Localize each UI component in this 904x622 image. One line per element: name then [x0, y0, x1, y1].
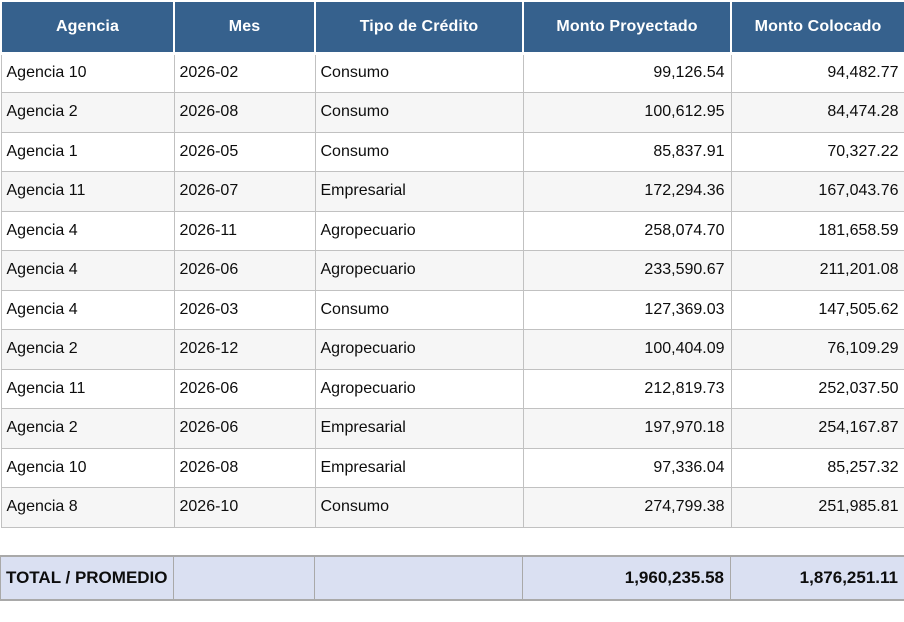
- header-row: Agencia Mes Tipo de Crédito Monto Proyec…: [0, 0, 904, 55]
- cell-monto-proyectado: 197,970.18: [522, 408, 732, 449]
- cell-monto-proyectado: 97,336.04: [522, 447, 732, 488]
- cell-monto-proyectado: 100,612.95: [522, 92, 732, 133]
- table-row: Agencia 4 2026-03 Consumo 127,369.03 147,505…: [0, 289, 904, 330]
- table-row: Agencia 4 2026-06 Agropecuario 233,590.67 21…: [0, 250, 904, 291]
- table-row: Agencia 10 2026-02 Consumo 99,126.54 94,482.…: [0, 52, 904, 93]
- cell-monto-colocado: 94,482.77: [730, 52, 904, 93]
- cell-mes: 2026-08: [173, 92, 316, 133]
- cell-monto-proyectado: 85,837.91: [522, 131, 732, 172]
- cell-monto-colocado: 181,658.59: [730, 210, 904, 251]
- cell-mes: 2026-06: [173, 368, 316, 409]
- cell-agencia: Agencia 4: [0, 250, 175, 291]
- table-row: Agencia 2 2026-12 Agropecuario 100,404.09 76…: [0, 329, 904, 370]
- cell-tipo-de-credito: Agropecuario: [314, 250, 524, 291]
- summary-empty-tipo: [314, 554, 523, 601]
- cell-monto-proyectado: 212,819.73: [522, 368, 732, 409]
- cell-mes: 2026-11: [173, 210, 316, 251]
- cell-agencia: Agencia 2: [0, 92, 175, 133]
- cell-mes: 2026-12: [173, 329, 316, 370]
- cell-agencia: Agencia 8: [0, 487, 175, 528]
- summary-row: TOTAL / PROMEDIO 1,960,235.58 1,876,251.…: [0, 554, 904, 601]
- credit-table: Agencia Mes Tipo de Crédito Monto Proyec…: [0, 0, 904, 528]
- cell-monto-proyectado: 127,369.03: [522, 289, 732, 330]
- cell-monto-colocado: 84,474.28: [730, 92, 904, 133]
- cell-monto-colocado: 211,201.08: [730, 250, 904, 291]
- table-row: Agencia 4 2026-11 Agropecuario 258,074.70 18…: [0, 210, 904, 251]
- col-header-monto-proyectado: Monto Proyectado: [522, 0, 732, 55]
- cell-mes: 2026-06: [173, 250, 316, 291]
- cell-mes: 2026-08: [173, 447, 316, 488]
- cell-agencia: Agencia 2: [0, 329, 175, 370]
- table-row: Agencia 11 2026-07 Empresarial 172,294.36 16…: [0, 171, 904, 212]
- summary-monto-colocado: 1,876,251.11: [730, 554, 904, 601]
- cell-monto-proyectado: 274,799.38: [522, 487, 732, 528]
- cell-monto-colocado: 70,327.22: [730, 131, 904, 172]
- cell-agencia: Agencia 11: [0, 368, 175, 409]
- summary-table: TOTAL / PROMEDIO 1,960,235.58 1,876,251.…: [0, 554, 904, 601]
- cell-agencia: Agencia 10: [0, 447, 175, 488]
- cell-monto-colocado: 252,037.50: [730, 368, 904, 409]
- table-body: Agencia 10 2026-02 Consumo 99,126.54 94,482.…: [0, 52, 904, 528]
- cell-tipo-de-credito: Agropecuario: [314, 368, 524, 409]
- cell-agencia: Agencia 2: [0, 408, 175, 449]
- cell-agencia: Agencia 4: [0, 210, 175, 251]
- cell-tipo-de-credito: Consumo: [314, 52, 524, 93]
- cell-tipo-de-credito: Agropecuario: [314, 210, 524, 251]
- cell-mes: 2026-02: [173, 52, 316, 93]
- cell-mes: 2026-03: [173, 289, 316, 330]
- cell-mes: 2026-06: [173, 408, 316, 449]
- cell-tipo-de-credito: Empresarial: [314, 408, 524, 449]
- col-header-mes: Mes: [173, 0, 316, 55]
- summary-empty-mes: [173, 554, 315, 601]
- cell-tipo-de-credito: Consumo: [314, 92, 524, 133]
- table-row: Agencia 10 2026-08 Empresarial 97,336.04 85,…: [0, 447, 904, 488]
- table-row: Agencia 1 2026-05 Consumo 85,837.91 70,327.2…: [0, 131, 904, 172]
- cell-monto-colocado: 76,109.29: [730, 329, 904, 370]
- cell-monto-colocado: 167,043.76: [730, 171, 904, 212]
- cell-agencia: Agencia 1: [0, 131, 175, 172]
- cell-tipo-de-credito: Consumo: [314, 487, 524, 528]
- table-row: Agencia 2 2026-06 Empresarial 197,970.18 254…: [0, 408, 904, 449]
- cell-mes: 2026-10: [173, 487, 316, 528]
- cell-agencia: Agencia 11: [0, 171, 175, 212]
- cell-monto-colocado: 85,257.32: [730, 447, 904, 488]
- cell-monto-proyectado: 100,404.09: [522, 329, 732, 370]
- cell-tipo-de-credito: Agropecuario: [314, 329, 524, 370]
- cell-agencia: Agencia 4: [0, 289, 175, 330]
- summary-label: TOTAL / PROMEDIO: [0, 554, 174, 601]
- cell-mes: 2026-05: [173, 131, 316, 172]
- cell-monto-proyectado: 258,074.70: [522, 210, 732, 251]
- col-header-agencia: Agencia: [0, 0, 175, 55]
- col-header-monto-colocado: Monto Colocado: [730, 0, 904, 55]
- cell-monto-proyectado: 233,590.67: [522, 250, 732, 291]
- summary-monto-proyectado: 1,960,235.58: [522, 554, 731, 601]
- cell-tipo-de-credito: Consumo: [314, 131, 524, 172]
- table-row: Agencia 11 2026-06 Agropecuario 212,819.73 2…: [0, 368, 904, 409]
- cell-tipo-de-credito: Empresarial: [314, 447, 524, 488]
- cell-monto-proyectado: 99,126.54: [522, 52, 732, 93]
- cell-tipo-de-credito: Consumo: [314, 289, 524, 330]
- col-header-tipo-de-credito: Tipo de Crédito: [314, 0, 524, 55]
- credit-report-page: Agencia Mes Tipo de Crédito Monto Proyec…: [0, 0, 904, 601]
- cell-monto-colocado: 254,167.87: [730, 408, 904, 449]
- table-row: Agencia 8 2026-10 Consumo 274,799.38 251,985…: [0, 487, 904, 528]
- cell-mes: 2026-07: [173, 171, 316, 212]
- cell-monto-proyectado: 172,294.36: [522, 171, 732, 212]
- table-row: Agencia 2 2026-08 Consumo 100,612.95 84,474.…: [0, 92, 904, 133]
- cell-monto-colocado: 147,505.62: [730, 289, 904, 330]
- cell-tipo-de-credito: Empresarial: [314, 171, 524, 212]
- cell-monto-colocado: 251,985.81: [730, 487, 904, 528]
- cell-agencia: Agencia 10: [0, 52, 175, 93]
